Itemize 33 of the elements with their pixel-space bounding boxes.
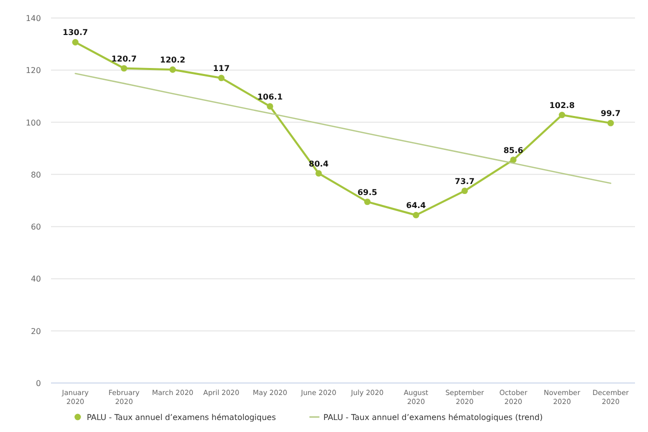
data-label: 120.2 xyxy=(160,56,186,65)
data-label: 102.8 xyxy=(549,100,576,110)
y-tick-label: 140 xyxy=(26,14,41,23)
point xyxy=(558,112,566,118)
point xyxy=(315,170,322,177)
point xyxy=(72,39,79,46)
point xyxy=(510,156,517,164)
data-label: 117 xyxy=(212,64,230,73)
data-label: 69.5 xyxy=(357,188,378,197)
y-tick-label: 80 xyxy=(30,170,41,180)
point xyxy=(412,212,420,218)
y-tick-label: 60 xyxy=(30,222,41,232)
y-tick-label: 20 xyxy=(30,326,41,336)
data-label: 85.6 xyxy=(503,146,524,155)
point xyxy=(266,103,274,110)
legend-label: PALU - Taux annuel d’examens hématologiques xyxy=(86,413,276,422)
data-label: 106.1 xyxy=(257,92,284,102)
data-label: 64.4 xyxy=(406,201,426,210)
point xyxy=(364,198,371,206)
data-label: 120.7 xyxy=(111,54,137,64)
point xyxy=(169,66,176,73)
y-tick-label: 100 xyxy=(26,118,41,128)
y-tick-label: 120 xyxy=(26,66,41,76)
point xyxy=(461,188,468,194)
point xyxy=(120,65,128,72)
legend-label: PALU - Taux annuel d’examens hématologiques (trend) xyxy=(323,413,543,422)
point xyxy=(218,74,225,82)
y-tick-label: 0 xyxy=(36,379,41,388)
data-label: 99.7 xyxy=(600,109,621,118)
y-tick-label: 40 xyxy=(30,274,41,284)
point xyxy=(607,120,614,126)
data-label: 73.7 xyxy=(454,176,475,186)
data-label: 130.7 xyxy=(62,28,88,38)
